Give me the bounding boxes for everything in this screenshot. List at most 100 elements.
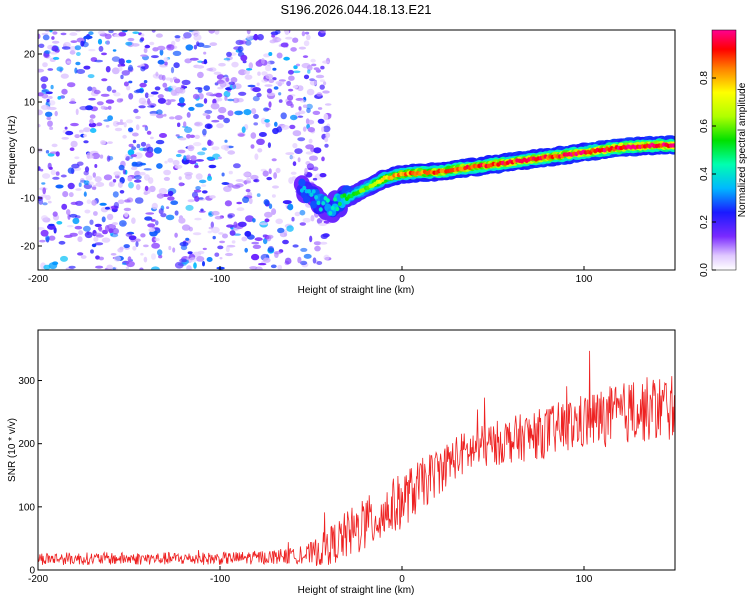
heatmap-cell	[239, 40, 247, 45]
heatmap-cell	[88, 181, 94, 186]
heatmap-cell	[279, 232, 288, 238]
heatmap-cell	[145, 212, 155, 215]
heatmap-cell	[256, 138, 265, 145]
heatmap-cell	[257, 148, 263, 153]
heatmap-cell	[125, 59, 132, 64]
heatmap-cell	[61, 137, 69, 140]
heatmap-cell	[231, 240, 236, 244]
heatmap-cell	[215, 92, 223, 98]
heatmap-cell	[95, 265, 104, 269]
heatmap-cell	[67, 167, 75, 174]
heatmap-cell	[186, 134, 191, 139]
heatmap-cell	[307, 69, 311, 74]
heatmap-cell	[321, 156, 325, 162]
heatmap-cell	[52, 261, 59, 266]
heatmap-cell	[151, 202, 158, 210]
heatmap-cell	[99, 154, 104, 159]
colorbar: 0.0 0.2 0.4 0.6 0.8 Normalized spectral ampl…	[699, 29, 748, 277]
y-tick-label: 0	[29, 566, 35, 577]
heatmap-cell	[112, 267, 116, 270]
heatmap-cell	[190, 155, 197, 161]
heatmap-cell	[211, 146, 220, 151]
heatmap-cell	[238, 91, 247, 96]
heatmap-cell	[275, 30, 281, 35]
heatmap-cell	[111, 89, 117, 94]
heatmap-cell	[223, 117, 231, 124]
heatmap-cell	[38, 68, 45, 73]
heatmap-cell	[308, 138, 313, 144]
heatmap-cell	[134, 197, 144, 204]
heatmap-cell	[106, 213, 114, 221]
heatmap-cell	[111, 56, 121, 62]
heatmap-cell	[112, 49, 117, 52]
heatmap-cell	[244, 69, 251, 75]
heatmap-cell	[295, 63, 301, 67]
heatmap-cell	[271, 194, 276, 198]
y-tick-label: 100	[18, 502, 35, 513]
heatmap-cell	[134, 179, 142, 183]
heatmap-cell	[256, 92, 262, 98]
heatmap-cell	[78, 230, 84, 235]
heatmap-cell	[156, 109, 163, 115]
heatmap-cell	[298, 106, 302, 111]
heatmap-cell	[286, 80, 291, 87]
heatmap-cell	[151, 253, 156, 260]
spectrogram-heatmap	[38, 30, 675, 270]
heatmap-cell	[267, 245, 274, 253]
heatmap-cell	[201, 184, 207, 188]
heatmap-cell	[227, 183, 234, 188]
y-tick-label: 200	[18, 439, 35, 450]
heatmap-cell	[38, 227, 45, 230]
heatmap-cell	[294, 211, 301, 217]
heatmap-cell	[292, 37, 299, 43]
heatmap-cell	[157, 97, 166, 104]
heatmap-cell	[271, 208, 277, 216]
heatmap-cell	[236, 207, 245, 212]
heatmap-cell	[70, 140, 78, 148]
heatmap-cell	[256, 82, 260, 86]
heatmap-cell	[135, 115, 141, 120]
heatmap-cell	[270, 264, 277, 269]
heatmap-cell	[322, 90, 330, 94]
heatmap-cell	[158, 254, 163, 259]
heatmap-cell	[104, 225, 110, 232]
heatmap-cell	[227, 214, 233, 219]
heatmap-cell	[96, 101, 104, 106]
heatmap-cell	[119, 190, 125, 194]
heatmap-cell	[38, 123, 41, 128]
heatmap-cell	[289, 155, 295, 159]
heatmap-cell	[299, 222, 306, 226]
heatmap-cell	[294, 148, 303, 155]
colorbar-gradient	[711, 29, 737, 271]
heatmap-cell	[47, 68, 54, 71]
heatmap-cell	[124, 212, 129, 218]
heatmap-cell	[202, 112, 209, 116]
heatmap-cell	[275, 218, 284, 225]
heatmap-cell	[282, 200, 292, 205]
snr-plot-area	[38, 330, 675, 570]
heatmap-cell	[50, 169, 56, 176]
heatmap-cell	[199, 179, 207, 184]
heatmap-cell	[118, 32, 127, 37]
heatmap-cell	[66, 60, 71, 64]
heatmap-cell	[101, 52, 107, 56]
heatmap-cell	[250, 132, 257, 139]
heatmap-cell	[313, 147, 322, 154]
heatmap-cell	[276, 38, 282, 41]
heatmap-cell	[39, 168, 44, 172]
heatmap-cell	[50, 84, 54, 90]
snr-series-line	[38, 350, 675, 566]
heatmap-cell	[275, 80, 285, 85]
heatmap-cell	[178, 182, 184, 187]
heatmap-cell	[178, 217, 186, 224]
heatmap-cell	[245, 40, 252, 46]
heatmap-cell	[76, 52, 81, 56]
x-tick-label: -200	[28, 274, 48, 285]
heatmap-cell	[302, 217, 311, 223]
heatmap-cell	[202, 45, 212, 48]
heatmap-cell	[252, 87, 261, 93]
heatmap-cell	[299, 99, 307, 103]
heatmap-cell	[48, 106, 57, 111]
heatmap-cell	[216, 123, 224, 129]
